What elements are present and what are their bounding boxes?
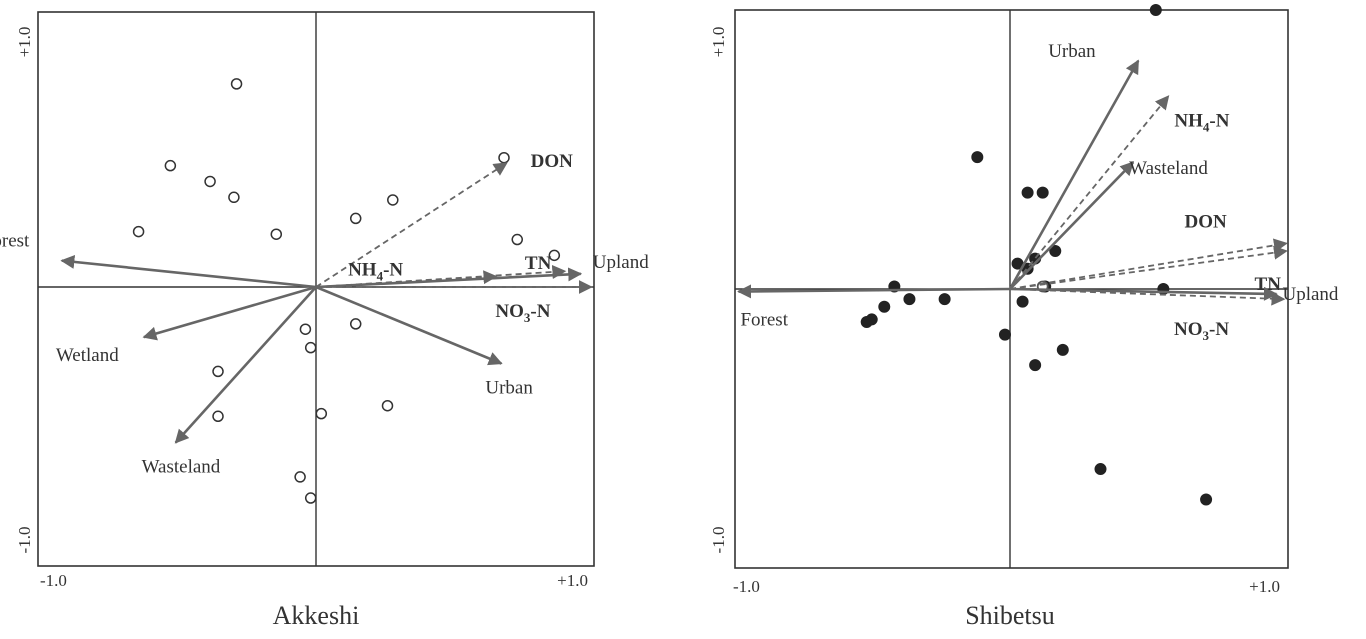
akkeshi-vector-label-wasteland: Wasteland <box>142 457 221 478</box>
shibetsu-vector-tn <box>1009 245 1288 290</box>
shibetsu-vector-label-tn: TN <box>1255 274 1282 295</box>
shibetsu-y-tick-min: -1.0 <box>709 527 728 554</box>
akkeshi-vector-label-wetland: Wetland <box>56 345 119 366</box>
akkeshi-vector-wetland <box>142 285 317 341</box>
akkeshi-sample-point-13 <box>304 341 317 354</box>
shibetsu-vector-label-wasteland: Wasteland <box>1129 158 1208 179</box>
shibetsu-vector-no3-n <box>1009 288 1286 306</box>
shibetsu-vector-label-urban: Urban <box>1048 41 1096 62</box>
shibetsu-vector-don <box>1009 238 1288 290</box>
akkeshi-vector-label-no3-n: NO3-N <box>495 301 550 325</box>
shibetsu-x-tick-max: +1.0 <box>1249 577 1280 596</box>
akkeshi-x-tick-max: +1.0 <box>557 571 588 590</box>
akkeshi-sample-point-5 <box>132 225 145 238</box>
shibetsu-sample-point-13 <box>938 293 951 306</box>
shibetsu-sample-point-18 <box>998 328 1011 341</box>
akkeshi-sample-point-8 <box>387 194 399 206</box>
shibetsu-sample-point-3 <box>1021 186 1034 199</box>
akkeshi-sample-point-4 <box>228 191 240 204</box>
akkeshi-sample-point-14 <box>349 318 362 330</box>
shibetsu-sample-point-1 <box>1149 4 1162 17</box>
akkeshi-sample-point-19 <box>294 471 306 483</box>
shibetsu-sample-point-5 <box>1049 244 1062 257</box>
akkeshi-sample-point-6 <box>270 228 283 240</box>
akkeshi-sample-point-12 <box>299 323 312 335</box>
akkeshi-vector-label-upland: Upland <box>593 252 649 273</box>
akkeshi-vector-label-don: DON <box>531 151 574 172</box>
akkeshi-sample-points <box>132 78 561 504</box>
shibetsu-sample-point-4 <box>1036 186 1049 199</box>
shibetsu-panel: Forest Urban Wasteland Upland NH4-N DON TN NO3-… <box>709 4 1339 630</box>
shibetsu-vector-label-don: DON <box>1185 211 1228 232</box>
shibetsu-vector-wasteland <box>1009 161 1135 290</box>
shibetsu-y-tick-max: +1.0 <box>709 27 728 58</box>
akkeshi-sample-point-9 <box>498 151 510 164</box>
akkeshi-sample-point-1 <box>230 78 243 90</box>
akkeshi-sample-point-16 <box>212 410 224 423</box>
shibetsu-sample-points <box>860 4 1213 506</box>
shibetsu-sample-point-17 <box>1016 295 1029 308</box>
akkeshi-sample-point-10 <box>511 233 523 246</box>
shibetsu-sample-point-20 <box>1029 359 1042 372</box>
akkeshi-vector-tn <box>315 264 567 288</box>
akkeshi-vector-label-urban: Urban <box>485 378 533 399</box>
shibetsu-sample-point-19 <box>1056 343 1069 356</box>
akkeshi-sample-point-2 <box>164 159 177 172</box>
shibetsu-vector-label-forest: Forest <box>740 310 788 331</box>
akkeshi-vectors: Forest Wetland Wasteland Urban Upland DON NH4-… <box>0 151 649 478</box>
shibetsu-x-tick-min: -1.0 <box>733 577 760 596</box>
akkeshi-vector-wasteland <box>174 286 317 444</box>
akkeshi-vector-label-forest: Forest <box>0 231 30 252</box>
shibetsu-title: Shibetsu <box>965 601 1055 630</box>
akkeshi-y-tick-min: -1.0 <box>15 527 34 554</box>
shibetsu-vector-label-no3-n: NO3-N <box>1174 319 1229 343</box>
akkeshi-title: Akkeshi <box>273 601 360 630</box>
shibetsu-sample-point-14 <box>878 300 891 313</box>
akkeshi-sample-point-3 <box>204 175 216 188</box>
akkeshi-sample-point-18 <box>381 399 394 412</box>
shibetsu-sample-point-2 <box>971 151 984 164</box>
shibetsu-vector-urban <box>1008 59 1140 290</box>
shibetsu-vector-nh4-n <box>1009 95 1170 290</box>
akkeshi-vector-forest <box>60 254 317 289</box>
akkeshi-sample-point-20 <box>304 492 317 504</box>
akkeshi-sample-point-15 <box>212 365 224 378</box>
shibetsu-vector-forest <box>737 284 1011 299</box>
shibetsu-vector-label-upland: Upland <box>1282 284 1338 305</box>
akkeshi-sample-point-7 <box>349 212 362 225</box>
shibetsu-vector-label-nh4-n: NH4-N <box>1174 110 1229 134</box>
shibetsu-vectors: Forest Urban Wasteland Upland NH4-N DON TN NO3-… <box>737 41 1339 343</box>
shibetsu-sample-point-22 <box>1200 493 1213 506</box>
shibetsu-sample-point-16 <box>860 315 873 328</box>
akkeshi-vector-urban <box>315 285 503 366</box>
akkeshi-vector-label-nh4-n: NH4-N <box>348 259 403 283</box>
akkeshi-vector-label-tn: TN <box>525 253 552 274</box>
akkeshi-x-tick-min: -1.0 <box>40 571 67 590</box>
akkeshi-panel: Forest Wetland Wasteland Urban Upland DON NH4-… <box>0 11 649 630</box>
shibetsu-sample-point-12 <box>903 293 916 306</box>
akkeshi-vector-don <box>315 162 508 288</box>
akkeshi-y-tick-max: +1.0 <box>15 27 34 58</box>
akkeshi-sample-point-17 <box>315 407 328 420</box>
akkeshi-sample-point-11 <box>548 249 561 262</box>
shibetsu-sample-point-21 <box>1094 463 1107 476</box>
